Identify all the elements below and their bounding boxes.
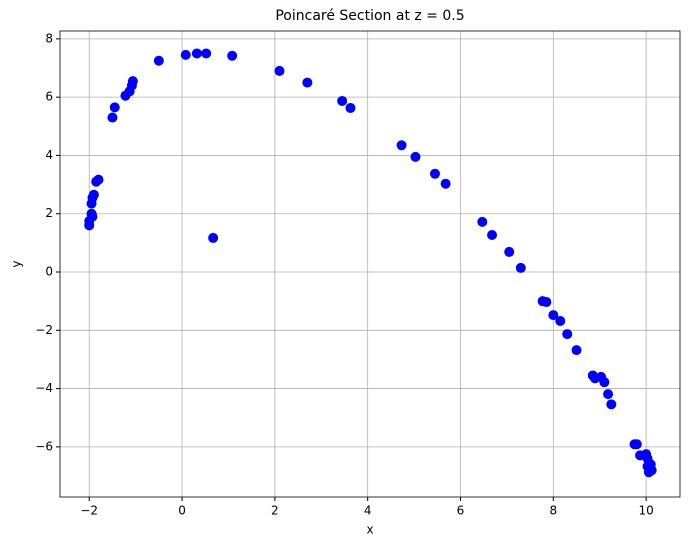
point [571, 345, 582, 356]
point [548, 310, 559, 321]
point [302, 77, 313, 88]
point [606, 399, 617, 410]
point [440, 178, 451, 189]
point [180, 49, 191, 60]
point [410, 151, 421, 162]
y-tick-label: −4 [35, 381, 53, 395]
y-axis-label: y [10, 260, 24, 267]
x-tick-label: 8 [549, 504, 557, 518]
point [109, 102, 120, 113]
point [107, 112, 118, 123]
x-tick-label: 4 [364, 504, 372, 518]
point [274, 65, 285, 76]
point [208, 232, 219, 243]
point [201, 48, 212, 59]
point [345, 102, 356, 113]
y-tick-label: −6 [35, 439, 53, 453]
point [631, 439, 642, 450]
y-tick-label: 0 [45, 265, 53, 279]
chart-title: Poincaré Section at z = 0.5 [275, 8, 464, 24]
x-tick-label: 6 [457, 504, 465, 518]
y-tick-label: 2 [45, 206, 53, 220]
point [643, 467, 654, 478]
point [562, 329, 573, 340]
point [337, 95, 348, 106]
point [84, 220, 95, 231]
x-tick-label: 10 [638, 504, 653, 518]
x-tick-label: −2 [80, 504, 98, 518]
point [87, 211, 98, 222]
x-tick-label: 2 [271, 504, 279, 518]
plot-frame [59, 30, 681, 498]
point [396, 140, 407, 151]
point [541, 297, 552, 308]
y-tick-label: 4 [45, 148, 53, 162]
point [555, 315, 566, 326]
point [88, 189, 99, 200]
point [599, 377, 610, 388]
point [153, 55, 164, 66]
y-tick-label: −2 [35, 323, 53, 337]
point [477, 216, 488, 227]
point [227, 50, 238, 61]
y-tick-label: 6 [45, 90, 53, 104]
point [93, 174, 104, 185]
point [127, 76, 138, 87]
y-tick-label: 8 [45, 31, 53, 45]
point [504, 246, 515, 257]
point [191, 48, 202, 59]
point [429, 168, 440, 179]
x-tick-label: 0 [178, 504, 186, 518]
point [487, 230, 498, 241]
point [603, 389, 614, 400]
point [515, 262, 526, 273]
x-axis-label: x [366, 523, 373, 537]
